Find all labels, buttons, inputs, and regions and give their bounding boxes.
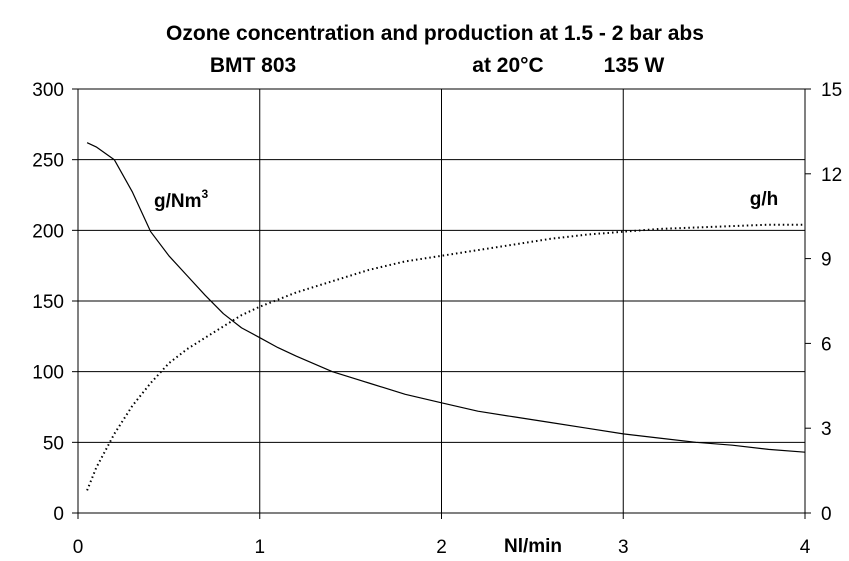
x-tick-label: 0 [73, 537, 84, 558]
x-tick-label: 2 [436, 537, 447, 558]
y-left-tick-label: 50 [43, 433, 64, 454]
chart-title: Ozone concentration and production at 1.… [166, 22, 704, 45]
x-tick-label: 4 [800, 537, 811, 558]
series-label-concentration-superscript: 3 [202, 187, 209, 201]
y-left-tick-label: 100 [32, 363, 64, 384]
series-line-production [86, 223, 805, 491]
chart-subtitle-model: BMT 803 [210, 54, 296, 77]
y-right-tick-label: 0 [821, 504, 832, 525]
y-right-tick-label: 6 [821, 334, 832, 355]
y-right-tick-label: 15 [821, 80, 842, 101]
y-left-tick-label: 300 [32, 80, 64, 101]
y-left-tick-label: 150 [32, 292, 64, 313]
y-axis-left: 0 50 100 150 200 250 300 [32, 80, 78, 525]
series-label-concentration: g/Nm3 [154, 187, 209, 212]
y-left-tick-label: 0 [53, 504, 64, 525]
y-left-tick-label: 200 [32, 221, 64, 242]
y-right-tick-label: 9 [821, 250, 832, 271]
y-right-tick-label: 3 [821, 419, 832, 440]
series-label-production: g/h [750, 189, 779, 210]
series-line-concentration [86, 142, 806, 453]
chart-subtitle-power: 135 W [604, 54, 665, 77]
y-axis-right: 0 3 6 9 12 15 [805, 80, 842, 525]
series-layer [86, 142, 806, 491]
x-tick-label: 3 [618, 537, 629, 558]
x-axis: 0 1 2 3 4 [73, 513, 811, 558]
y-left-tick-label: 250 [32, 151, 64, 172]
x-tick-label: 1 [254, 537, 265, 558]
chart-subtitle-temperature: at 20°C [472, 54, 543, 77]
x-axis-label: Nl/min [504, 536, 562, 557]
series-label-concentration-text: g/Nm [154, 191, 202, 212]
y-right-tick-label: 12 [821, 165, 842, 186]
